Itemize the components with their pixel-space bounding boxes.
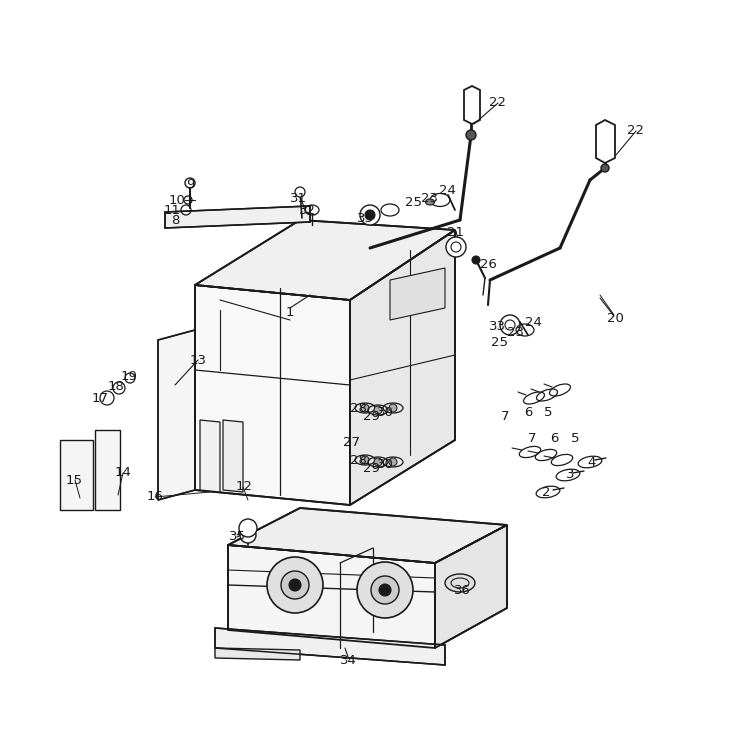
Text: 28: 28 <box>349 453 366 467</box>
Polygon shape <box>200 420 220 492</box>
Text: 25: 25 <box>491 336 508 348</box>
Text: 5: 5 <box>544 405 552 419</box>
Text: 10: 10 <box>169 193 186 207</box>
Polygon shape <box>350 230 455 505</box>
Text: 2: 2 <box>542 487 551 500</box>
Circle shape <box>374 458 382 466</box>
Circle shape <box>100 391 114 405</box>
Circle shape <box>472 256 480 264</box>
Text: 22: 22 <box>628 124 645 136</box>
Text: 22: 22 <box>489 96 506 109</box>
Text: 1: 1 <box>286 306 295 318</box>
Polygon shape <box>158 330 195 500</box>
Text: 20: 20 <box>607 312 623 324</box>
Circle shape <box>500 315 520 335</box>
Text: 9: 9 <box>186 178 194 190</box>
Text: 7: 7 <box>501 410 509 422</box>
Text: 21: 21 <box>448 225 465 238</box>
Text: 19: 19 <box>121 369 138 383</box>
Circle shape <box>365 210 375 220</box>
Text: 30: 30 <box>377 405 394 419</box>
Circle shape <box>267 557 323 613</box>
Text: 35: 35 <box>229 530 246 542</box>
Polygon shape <box>95 430 120 510</box>
Circle shape <box>466 130 476 140</box>
Ellipse shape <box>445 574 475 592</box>
Polygon shape <box>464 86 480 124</box>
Text: 4: 4 <box>588 456 596 470</box>
Circle shape <box>389 458 397 466</box>
Circle shape <box>601 164 609 172</box>
Circle shape <box>360 205 380 225</box>
Text: 6: 6 <box>524 407 532 419</box>
Text: 29: 29 <box>363 410 380 423</box>
Polygon shape <box>228 508 507 563</box>
Polygon shape <box>60 440 93 510</box>
Text: 12: 12 <box>235 481 252 494</box>
Text: 33: 33 <box>488 320 505 333</box>
Polygon shape <box>596 120 615 163</box>
Circle shape <box>379 584 391 596</box>
Text: 27: 27 <box>343 435 360 449</box>
Polygon shape <box>228 545 435 648</box>
Text: 15: 15 <box>66 473 82 487</box>
Circle shape <box>239 519 257 537</box>
Text: 34: 34 <box>340 653 357 667</box>
Circle shape <box>113 382 125 394</box>
Circle shape <box>281 571 309 599</box>
Polygon shape <box>435 525 507 648</box>
Text: 18: 18 <box>107 380 124 393</box>
Polygon shape <box>390 268 445 320</box>
Text: 31: 31 <box>289 192 306 204</box>
Text: 11: 11 <box>164 204 181 217</box>
Text: 24: 24 <box>439 184 455 198</box>
Text: 30: 30 <box>377 458 394 470</box>
Ellipse shape <box>425 199 434 205</box>
Circle shape <box>361 456 369 464</box>
Polygon shape <box>215 648 300 660</box>
Text: 25: 25 <box>406 195 423 208</box>
Polygon shape <box>215 628 445 665</box>
Circle shape <box>389 404 397 412</box>
Text: 17: 17 <box>92 392 109 404</box>
Text: 14: 14 <box>115 465 132 479</box>
Polygon shape <box>195 285 350 505</box>
Text: 23: 23 <box>422 192 439 205</box>
Text: 26: 26 <box>480 258 497 270</box>
Circle shape <box>295 187 305 197</box>
Circle shape <box>361 404 369 412</box>
Text: 3: 3 <box>566 469 574 482</box>
Text: 5: 5 <box>571 431 579 444</box>
Text: 29: 29 <box>363 462 380 476</box>
Text: 28: 28 <box>349 401 366 414</box>
Text: 6: 6 <box>550 431 558 444</box>
Text: 32: 32 <box>298 204 315 217</box>
Text: 13: 13 <box>189 354 206 366</box>
Circle shape <box>374 406 382 414</box>
Text: 16: 16 <box>147 491 164 503</box>
Text: 23: 23 <box>508 326 525 339</box>
Polygon shape <box>195 220 455 300</box>
Text: 24: 24 <box>525 315 542 329</box>
Text: 36: 36 <box>454 584 471 598</box>
Circle shape <box>357 562 413 618</box>
Text: 7: 7 <box>528 431 536 444</box>
Text: 33: 33 <box>357 211 374 225</box>
Circle shape <box>446 237 466 257</box>
Polygon shape <box>223 420 243 492</box>
Circle shape <box>240 527 256 543</box>
Circle shape <box>289 579 301 591</box>
Circle shape <box>371 576 399 604</box>
Text: 8: 8 <box>171 213 179 226</box>
Circle shape <box>185 178 195 188</box>
Polygon shape <box>165 206 310 228</box>
